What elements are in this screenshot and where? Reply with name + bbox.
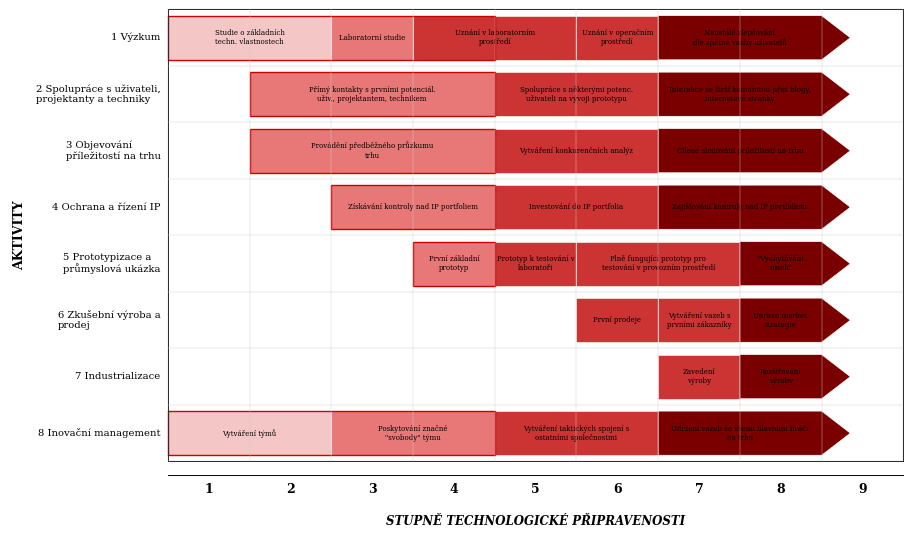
Text: AKTIVITY: AKTIVITY: [14, 201, 26, 270]
Text: První základní
prototyp: První základní prototyp: [428, 255, 478, 272]
Text: Neustálé zlepšování
dle zpětné vazby uživatelů: Neustálé zlepšování dle zpětné vazby uži…: [692, 29, 786, 47]
Text: Úprava market.
strategie: Úprava market. strategie: [752, 311, 808, 329]
Text: 9: 9: [857, 483, 865, 496]
Text: Cílené sledování příležitostí na trhu: Cílené sledování příležitostí na trhu: [676, 147, 803, 154]
Text: Provádění předběžného průzkumu
trhu: Provádění předběžného průzkumu trhu: [311, 141, 433, 160]
Bar: [331, 16, 413, 60]
Polygon shape: [658, 16, 849, 60]
Bar: [413, 16, 576, 60]
Text: 7: 7: [694, 483, 702, 496]
Text: 3 Objevování
příležitostí na trhu: 3 Objevování příležitostí na trhu: [66, 140, 160, 161]
Polygon shape: [658, 72, 849, 116]
Polygon shape: [739, 242, 849, 286]
Text: Investování do IP portfolia: Investování do IP portfolia: [528, 203, 623, 211]
Text: 2: 2: [286, 483, 294, 496]
Text: 8: 8: [775, 483, 784, 496]
Text: Uznání v operačním
prostředí: Uznání v operačním prostředí: [581, 29, 652, 46]
Bar: [576, 242, 739, 286]
Bar: [331, 185, 494, 229]
Text: 2 Spolupráce s uživateli,
projektanty a techniky: 2 Spolupráce s uživateli, projektanty a …: [36, 84, 160, 104]
Bar: [494, 411, 658, 455]
Text: 1: 1: [204, 483, 213, 496]
Polygon shape: [739, 298, 849, 342]
Text: 3: 3: [367, 483, 376, 496]
Bar: [250, 129, 494, 173]
Text: Zavedení
výroby: Zavedení výroby: [682, 368, 714, 385]
Bar: [494, 185, 658, 229]
Bar: [494, 72, 658, 116]
Bar: [494, 129, 658, 173]
Text: Vytváření týmů: Vytváření týmů: [222, 429, 276, 437]
Text: Vytváření konkurenčních analýz: Vytváření konkurenčních analýz: [519, 147, 633, 154]
Polygon shape: [658, 185, 849, 229]
Text: Plně fungující prototyp pro
testování v provozním prostředí: Plně fungující prototyp pro testování v …: [601, 255, 714, 272]
Bar: [576, 298, 658, 342]
Bar: [168, 16, 331, 60]
Bar: [331, 185, 494, 229]
Bar: [494, 242, 576, 286]
Polygon shape: [658, 129, 849, 173]
Bar: [413, 242, 494, 286]
Bar: [168, 16, 494, 60]
Bar: [658, 298, 739, 342]
Text: 6 Zkušební výroba a
prodej: 6 Zkušební výroba a prodej: [58, 310, 160, 330]
Bar: [168, 411, 331, 455]
Polygon shape: [658, 411, 849, 455]
Polygon shape: [739, 355, 849, 399]
Text: STUPNĚ TECHNOLOGICKÉ PŘIPRAVENOSTI: STUPNĚ TECHNOLOGICKÉ PŘIPRAVENOSTI: [385, 516, 684, 529]
Text: Rozšiřování
výroby: Rozšiřování výroby: [759, 368, 801, 385]
Text: Poskytování značné
"svobody" týmu: Poskytování značné "svobody" týmu: [378, 424, 447, 442]
Text: 7 Industrializace: 7 Industrializace: [76, 372, 160, 381]
Text: 4 Ochrana a řízení IP: 4 Ochrana a řízení IP: [52, 202, 160, 212]
Bar: [331, 411, 494, 455]
Bar: [413, 242, 494, 286]
Text: Vytváření vazeb s
prvními zákazníky: Vytváření vazeb s prvními zákazníky: [666, 312, 731, 329]
Text: Získávání kontroly nad IP portfoliem: Získávání kontroly nad IP portfoliem: [348, 203, 477, 211]
Text: Interakce se širší komunitou přes blogy,
internetové stránky: Interakce se širší komunitou přes blogy,…: [669, 85, 810, 103]
Bar: [250, 72, 494, 116]
Bar: [168, 411, 494, 455]
Text: 4: 4: [449, 483, 457, 496]
Text: Zajišťování kontroly nad IP portfoliem: Zajišťování kontroly nad IP portfoliem: [671, 203, 806, 211]
Text: První prodeje: První prodeje: [593, 316, 640, 324]
Text: Přímý kontakty s prvními potenciál.
uživ., projektantem, technikem: Přímý kontakty s prvními potenciál. uživ…: [309, 86, 435, 103]
Bar: [576, 16, 658, 60]
Text: "Vychytávání
much": "Vychytávání much": [757, 255, 804, 272]
Text: Uznání v laboratorním
prostředí: Uznání v laboratorním prostředí: [455, 29, 534, 46]
Text: Prototyp k testování v
laboratoři: Prototyp k testování v laboratoři: [496, 255, 574, 272]
Text: 8 Inovační management: 8 Inovační management: [38, 428, 160, 438]
Text: 6: 6: [612, 483, 621, 496]
Text: 1 Výzkum: 1 Výzkum: [111, 33, 160, 43]
Bar: [250, 72, 494, 116]
Bar: [658, 355, 739, 399]
Text: 5 Prototypizace a
průmyslová ukázka: 5 Prototypizace a průmyslová ukázka: [63, 253, 160, 274]
Text: Studie o základních
techn. vlastnostech: Studie o základních techn. vlastnostech: [214, 29, 284, 46]
Text: Laboratorní studie: Laboratorní studie: [339, 33, 404, 42]
Bar: [250, 129, 494, 173]
Text: Vytváření taktických spojení s
ostatními společnostmi: Vytváření taktických spojení s ostatními…: [523, 424, 629, 442]
Text: 5: 5: [531, 483, 539, 496]
Text: Udržení vazeb se všemi hlavními hráči
na trhu: Udržení vazeb se všemi hlavními hráči na…: [670, 424, 808, 442]
Text: Spolupráce s některými potenc.
uživateli na vývoji prototypu: Spolupráce s některými potenc. uživateli…: [519, 86, 632, 103]
